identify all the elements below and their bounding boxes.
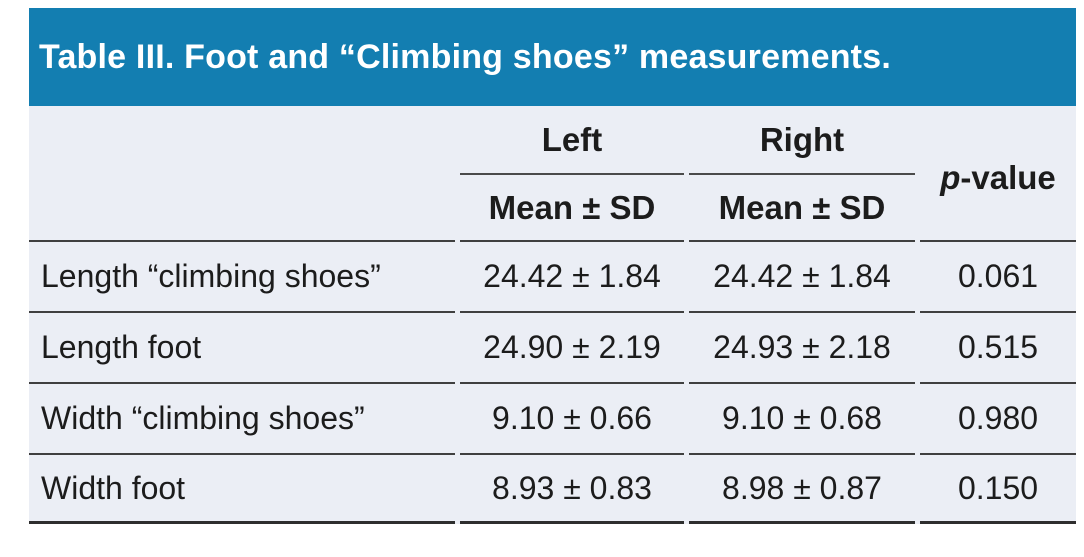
table-title-bar: Table III. Foot and “Climbing shoes” mea…: [29, 8, 1076, 106]
row-label: Width “climbing shoes”: [29, 382, 455, 453]
table-title: Table III. Foot and “Climbing shoes” mea…: [39, 37, 891, 76]
pvalue-italic-p: p: [940, 159, 961, 196]
pvalue-rest: -value: [960, 159, 1056, 196]
row-left-value: 24.42 ± 1.84: [460, 240, 684, 311]
table-row: Width foot 8.93 ± 0.83 8.98 ± 0.87 0.150: [29, 453, 1076, 524]
row-p-value: 0.515: [920, 311, 1076, 382]
table-row: Length “climbing shoes” 24.42 ± 1.84 24.…: [29, 240, 1076, 311]
col-header-pvalue: p -value: [920, 106, 1076, 240]
header-spacer-sub: [29, 175, 455, 240]
table-header: Left Right p -value Mean ± SD Mean ± SD: [29, 106, 1076, 240]
row-right-value: 9.10 ± 0.68: [689, 382, 915, 453]
row-label: Width foot: [29, 453, 455, 524]
col-header-left: Left: [460, 106, 684, 175]
row-label: Length foot: [29, 311, 455, 382]
table-row: Width “climbing shoes” 9.10 ± 0.66 9.10 …: [29, 382, 1076, 453]
subheader-right-mean-sd: Mean ± SD: [718, 188, 886, 226]
row-p-value: 0.150: [920, 453, 1076, 524]
subheader-left-mean-sd: Mean ± SD: [488, 188, 656, 226]
row-left-value: 24.90 ± 2.19: [460, 311, 684, 382]
row-right-value: 24.42 ± 1.84: [689, 240, 915, 311]
row-right-value: 8.98 ± 0.87: [689, 453, 915, 524]
header-spacer-top: [29, 106, 455, 175]
row-p-value: 0.061: [920, 240, 1076, 311]
row-left-value: 9.10 ± 0.66: [460, 382, 684, 453]
row-right-value: 24.93 ± 2.18: [689, 311, 915, 382]
row-left-value: 8.93 ± 0.83: [460, 453, 684, 524]
row-p-value: 0.980: [920, 382, 1076, 453]
measurements-table: Table III. Foot and “Climbing shoes” mea…: [29, 8, 1076, 524]
col-header-right: Right: [689, 106, 915, 175]
row-label: Length “climbing shoes”: [29, 240, 455, 311]
table-body: Left Right p -value Mean ± SD Mean ± SD L…: [29, 106, 1076, 524]
table-row: Length foot 24.90 ± 2.19 24.93 ± 2.18 0.…: [29, 311, 1076, 382]
